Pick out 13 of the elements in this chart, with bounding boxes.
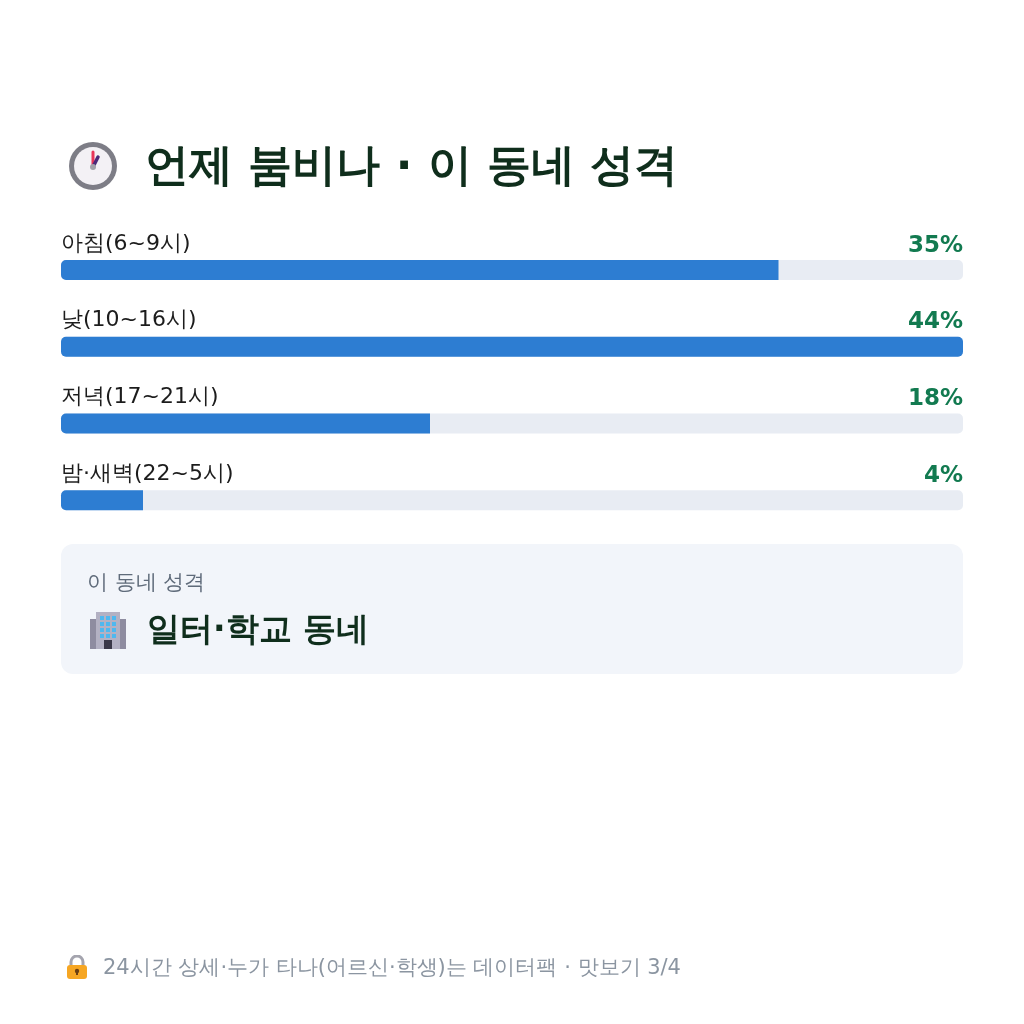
- y-tick-label: 아침(6~9시): [61, 229, 191, 255]
- data-label: 44%: [907, 307, 963, 334]
- y-tick-label: 낮(10~16시): [61, 306, 197, 332]
- text: 24시간 상세·누가 타나(어르신·학생)는 데이터팩 · 맛보기 3/4: [103, 954, 681, 980]
- bar: [61, 490, 143, 511]
- text: 이 동네 성격: [87, 569, 206, 595]
- data-label: 4%: [923, 460, 963, 487]
- text: 일터·학교 동네: [147, 609, 370, 649]
- data-label: 18%: [907, 384, 963, 411]
- y-tick-label: 저녁(17~21시): [61, 383, 219, 409]
- chart-title: 언제 붐비나 · 이 동네 성격: [145, 138, 679, 192]
- data-label: 35%: [907, 230, 963, 257]
- y-tick-label: 밤·새벽(22~5시): [61, 459, 234, 485]
